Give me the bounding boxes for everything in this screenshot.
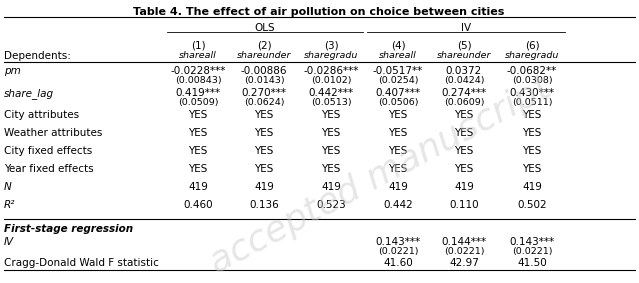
- Text: 419: 419: [321, 182, 341, 192]
- Text: accepted manuscript: accepted manuscript: [204, 70, 557, 280]
- Text: YES: YES: [189, 164, 208, 174]
- Text: Cragg-Donald Wald F statistic: Cragg-Donald Wald F statistic: [4, 258, 159, 268]
- Text: City fixed effects: City fixed effects: [4, 146, 92, 156]
- Text: -0.0517**: -0.0517**: [373, 66, 423, 76]
- Text: R²: R²: [4, 200, 15, 210]
- Text: 419: 419: [254, 182, 274, 192]
- Text: City attributes: City attributes: [4, 110, 79, 120]
- Text: (5): (5): [457, 40, 472, 50]
- Text: First-stage regression: First-stage regression: [4, 224, 133, 234]
- Text: 41.50: 41.50: [517, 258, 547, 268]
- Text: YES: YES: [522, 164, 542, 174]
- Text: YES: YES: [522, 146, 542, 156]
- Text: YES: YES: [189, 110, 208, 120]
- Text: share_lag: share_lag: [4, 88, 54, 99]
- Text: 0.407***: 0.407***: [376, 88, 420, 98]
- Text: (0.0506): (0.0506): [378, 98, 419, 107]
- Text: (6): (6): [525, 40, 539, 50]
- Text: Year fixed effects: Year fixed effects: [4, 164, 94, 174]
- Text: 0.144***: 0.144***: [442, 237, 486, 247]
- Text: 0.143***: 0.143***: [376, 237, 420, 247]
- Text: YES: YES: [389, 146, 408, 156]
- Text: (0.0143): (0.0143): [243, 76, 284, 85]
- Text: (0.0102): (0.0102): [311, 76, 351, 85]
- Text: (1): (1): [190, 40, 205, 50]
- Text: pm: pm: [4, 66, 20, 76]
- Text: IV: IV: [4, 237, 14, 247]
- Text: 0.442: 0.442: [383, 200, 413, 210]
- Text: YES: YES: [254, 164, 273, 174]
- Text: 42.97: 42.97: [449, 258, 479, 268]
- Text: -0.0228***: -0.0228***: [171, 66, 226, 76]
- Text: (0.0221): (0.0221): [443, 247, 484, 256]
- Text: 0.460: 0.460: [183, 200, 213, 210]
- Text: shareall: shareall: [379, 51, 417, 60]
- Text: YES: YES: [254, 110, 273, 120]
- Text: 419: 419: [388, 182, 408, 192]
- Text: (0.0609): (0.0609): [443, 98, 484, 107]
- Text: YES: YES: [389, 164, 408, 174]
- Text: 0.270***: 0.270***: [242, 88, 286, 98]
- Text: 0.136: 0.136: [249, 200, 279, 210]
- Text: YES: YES: [522, 110, 542, 120]
- Text: -0.0286***: -0.0286***: [304, 66, 358, 76]
- Text: 419: 419: [454, 182, 474, 192]
- Text: 41.60: 41.60: [383, 258, 413, 268]
- Text: -0.0682**: -0.0682**: [507, 66, 557, 76]
- Text: (3): (3): [324, 40, 338, 50]
- Text: YES: YES: [189, 146, 208, 156]
- Text: sharegradu: sharegradu: [304, 51, 358, 60]
- Text: (0.0221): (0.0221): [378, 247, 419, 256]
- Text: (0.0513): (0.0513): [311, 98, 351, 107]
- Text: YES: YES: [321, 128, 341, 138]
- Text: YES: YES: [321, 110, 341, 120]
- Text: (0.0221): (0.0221): [512, 247, 552, 256]
- Text: 419: 419: [522, 182, 542, 192]
- Text: 0.143***: 0.143***: [509, 237, 555, 247]
- Text: (0.0254): (0.0254): [378, 76, 419, 85]
- Text: YES: YES: [189, 128, 208, 138]
- Text: (0.0624): (0.0624): [243, 98, 284, 107]
- Text: YES: YES: [454, 146, 473, 156]
- Text: (2): (2): [257, 40, 272, 50]
- Text: YES: YES: [454, 164, 473, 174]
- Text: -0.00886: -0.00886: [241, 66, 288, 76]
- Text: shareunder: shareunder: [237, 51, 291, 60]
- Text: YES: YES: [454, 110, 473, 120]
- Text: N: N: [4, 182, 12, 192]
- Text: 0.430***: 0.430***: [509, 88, 555, 98]
- Text: YES: YES: [454, 128, 473, 138]
- Text: YES: YES: [321, 146, 341, 156]
- Text: shareall: shareall: [179, 51, 217, 60]
- Text: 0.442***: 0.442***: [309, 88, 353, 98]
- Text: IV: IV: [461, 23, 471, 33]
- Text: (4): (4): [390, 40, 405, 50]
- Text: 419: 419: [188, 182, 208, 192]
- Text: 0.274***: 0.274***: [442, 88, 486, 98]
- Text: YES: YES: [254, 146, 273, 156]
- Text: 0.110: 0.110: [449, 200, 479, 210]
- Text: YES: YES: [389, 110, 408, 120]
- Text: 0.419***: 0.419***: [176, 88, 220, 98]
- Text: (0.0424): (0.0424): [443, 76, 484, 85]
- Text: YES: YES: [522, 128, 542, 138]
- Text: (0.0509): (0.0509): [178, 98, 219, 107]
- Text: 0.523: 0.523: [316, 200, 346, 210]
- Text: (0.00843): (0.00843): [174, 76, 221, 85]
- Text: 0.502: 0.502: [517, 200, 547, 210]
- Text: Table 4. The effect of air pollution on choice between cities: Table 4. The effect of air pollution on …: [134, 7, 505, 17]
- Text: 0.0372: 0.0372: [446, 66, 482, 76]
- Text: YES: YES: [389, 128, 408, 138]
- Text: OLS: OLS: [255, 23, 275, 33]
- Text: sharegradu: sharegradu: [505, 51, 559, 60]
- Text: Weather attributes: Weather attributes: [4, 128, 102, 138]
- Text: (0.0511): (0.0511): [512, 98, 552, 107]
- Text: Dependents:: Dependents:: [4, 51, 71, 61]
- Text: shareunder: shareunder: [437, 51, 491, 60]
- Text: (0.0308): (0.0308): [512, 76, 552, 85]
- Text: YES: YES: [254, 128, 273, 138]
- Text: YES: YES: [321, 164, 341, 174]
